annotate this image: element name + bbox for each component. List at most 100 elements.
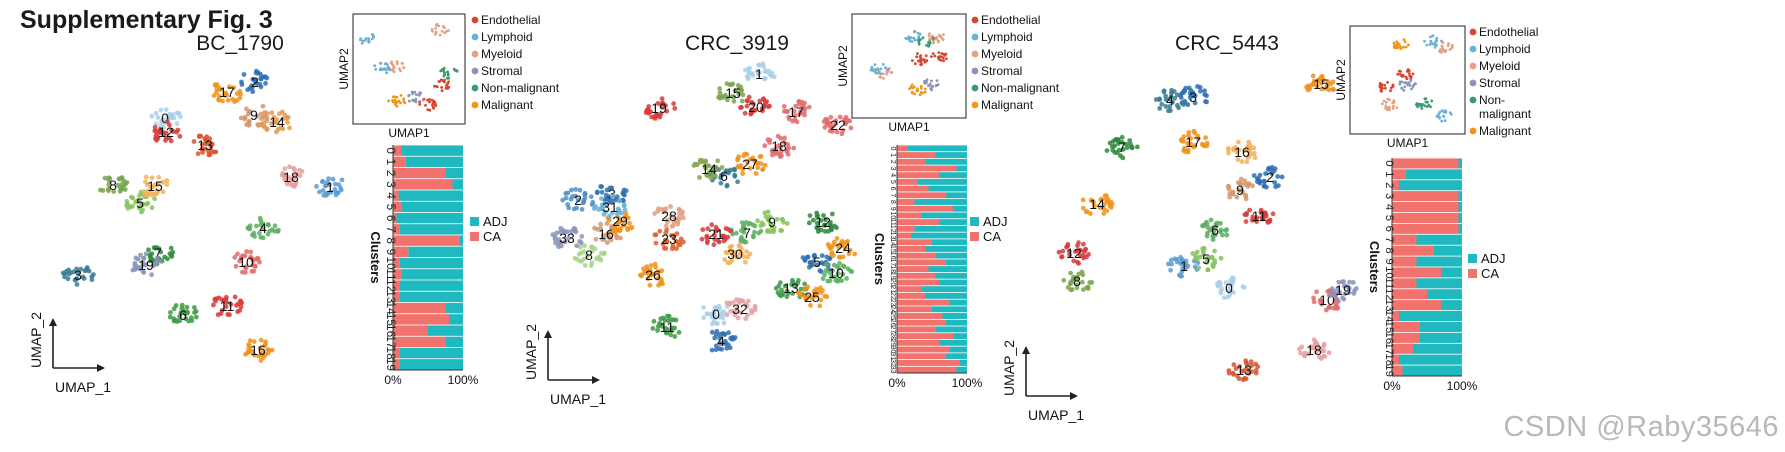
inset-point xyxy=(1379,89,1383,93)
cell-point xyxy=(262,110,268,115)
cell-point xyxy=(1075,259,1080,265)
inset-point xyxy=(393,98,397,102)
inset-point xyxy=(370,37,374,41)
bar-category-label: 6 xyxy=(384,215,398,222)
cell-point xyxy=(658,276,664,282)
bar-category-label: 8 xyxy=(384,237,398,244)
cell-point xyxy=(1258,210,1264,215)
bar-row: 5 xyxy=(889,178,967,185)
cell-point xyxy=(748,111,754,117)
bar-adj xyxy=(400,257,463,269)
cluster-17: 17 xyxy=(781,99,812,125)
cell-point xyxy=(263,339,269,345)
bar-ca xyxy=(1392,191,1459,202)
cell-point xyxy=(75,270,81,276)
cell-point xyxy=(260,350,266,356)
legend-swatch xyxy=(471,16,479,24)
cell-point xyxy=(1213,221,1219,227)
cluster-label: 18 xyxy=(283,169,299,185)
legend-item-myeloid: Myeloid xyxy=(971,47,1022,61)
cluster-15: 15 xyxy=(1304,73,1336,93)
cluster-3: 3 xyxy=(1178,84,1209,108)
inset-point xyxy=(1432,42,1436,46)
bar-row: 1 xyxy=(1383,169,1462,180)
cell-point xyxy=(273,129,279,135)
cluster-4: 4 xyxy=(709,328,738,353)
cell-point xyxy=(1177,273,1183,279)
cell-point xyxy=(705,238,710,244)
panel-title: CRC_5443 xyxy=(1175,32,1279,55)
bar-ca xyxy=(393,179,453,190)
cell-point xyxy=(815,226,821,232)
cell-point xyxy=(1335,305,1341,310)
cell-point xyxy=(74,282,80,287)
cell-point xyxy=(1168,267,1173,273)
cell-point xyxy=(269,110,275,116)
legend-label: Non-malignant xyxy=(981,81,1060,95)
cluster-label: 33 xyxy=(559,230,575,246)
cell-point xyxy=(743,316,749,322)
legend-label: Lymphoid xyxy=(1479,42,1531,56)
inset-point xyxy=(921,58,925,62)
bar-category-label: 6 xyxy=(1383,226,1395,232)
cell-point xyxy=(185,309,190,315)
cluster-30: 30 xyxy=(722,243,753,266)
bar-ca xyxy=(897,353,946,360)
cell-point xyxy=(657,228,663,234)
cluster-label: 5 xyxy=(136,195,144,211)
cell-point xyxy=(743,302,749,307)
cell-point xyxy=(1223,280,1229,285)
cell-point xyxy=(817,303,823,309)
cell-point xyxy=(199,141,205,147)
cell-point xyxy=(1306,351,1312,357)
bar-adj xyxy=(401,269,463,280)
cell-point xyxy=(598,221,604,227)
inset-point xyxy=(938,55,942,58)
cell-point xyxy=(802,257,808,263)
inset-point xyxy=(1439,50,1442,54)
cell-point xyxy=(705,173,710,179)
legend-label: Non-malignant xyxy=(481,81,560,95)
cell-point xyxy=(762,103,767,108)
cell-point xyxy=(768,229,773,235)
y-axis-label: UMAP_2 xyxy=(28,312,44,368)
cell-point xyxy=(769,225,775,231)
cell-point xyxy=(659,207,664,212)
cell-point xyxy=(184,304,190,310)
cell-point xyxy=(697,175,702,180)
inset-point xyxy=(932,40,936,44)
cell-point xyxy=(216,93,222,99)
cell-point xyxy=(784,294,790,300)
cluster-label: 2 xyxy=(251,74,259,90)
cell-point xyxy=(762,210,768,216)
bar-row: 14 xyxy=(889,238,967,246)
cell-point xyxy=(1231,371,1236,377)
cell-point xyxy=(243,270,248,275)
inset-point xyxy=(1442,114,1445,118)
cell-point xyxy=(1234,149,1240,155)
cell-point xyxy=(570,194,575,199)
inset-point xyxy=(439,78,443,82)
cell-point xyxy=(1275,174,1281,179)
cell-point xyxy=(843,121,848,127)
inset-point xyxy=(398,67,401,71)
cell-point xyxy=(810,294,816,299)
bar-row: 23 xyxy=(889,299,967,307)
bar-category-label: 25 xyxy=(889,312,896,320)
cell-point xyxy=(1225,294,1231,300)
bar-adj xyxy=(452,179,463,190)
cell-point xyxy=(714,328,720,334)
inset-point xyxy=(913,92,916,96)
cell-point xyxy=(249,269,255,274)
cell-point xyxy=(1061,277,1067,283)
cell-point xyxy=(204,139,210,145)
cell-point xyxy=(1202,88,1207,94)
inset-point xyxy=(433,84,436,88)
inset-point xyxy=(1421,103,1424,106)
cell-point xyxy=(735,179,740,185)
bar-ca xyxy=(897,225,915,232)
cell-point xyxy=(738,310,744,316)
cell-point xyxy=(1247,207,1252,213)
legend-item-stromal: Stromal xyxy=(471,64,522,78)
inset-point xyxy=(908,39,912,43)
